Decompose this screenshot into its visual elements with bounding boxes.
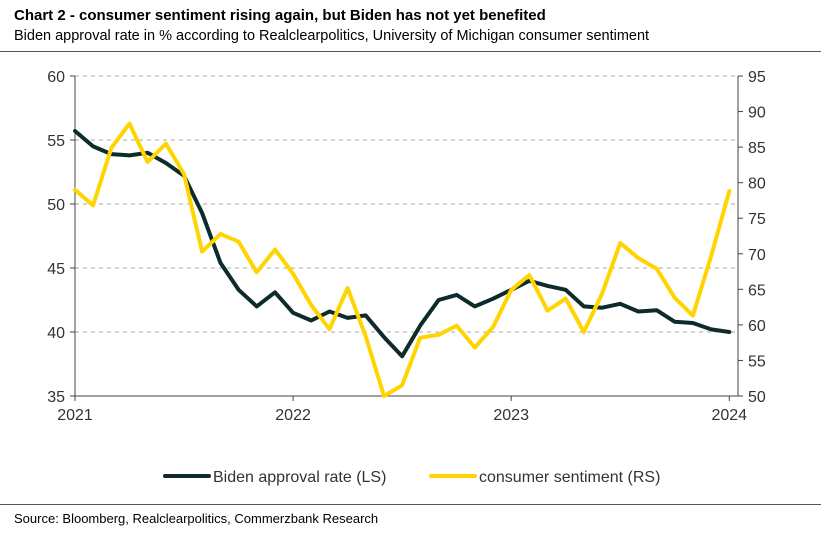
- legend-consumer-sentiment-label: consumer sentiment (RS): [479, 469, 660, 486]
- header-rule: [0, 51, 821, 52]
- x-tick-label: 2024: [711, 407, 747, 424]
- line-chart: 35 40 45 50 55 60 50 55 60 65 70 75 80 85 90 95 2021 2022…: [47, 69, 766, 486]
- right-tick-label: 60: [748, 318, 766, 335]
- right-tick-label: 90: [748, 105, 766, 122]
- left-tick-label: 55: [47, 133, 65, 150]
- x-tick-label: 2023: [493, 407, 529, 424]
- left-tick-label: 45: [47, 261, 65, 278]
- x-tick-label: 2021: [57, 407, 93, 424]
- right-tick-label: 50: [748, 389, 766, 406]
- footer-rule: [0, 504, 821, 505]
- left-tick-label: 35: [47, 389, 65, 406]
- left-tick-label: 60: [47, 69, 65, 86]
- right-tick-label: 55: [748, 353, 766, 370]
- chart-subtitle: Biden approval rate in % according to Re…: [14, 28, 650, 44]
- series-line-consumer-sentiment: [73, 121, 732, 398]
- source-note: Source: Bloomberg, Realclearpolitics, Co…: [14, 511, 379, 526]
- right-tick-label: 95: [748, 69, 766, 86]
- right-tick-label: 70: [748, 247, 766, 264]
- left-tick-label: 50: [47, 197, 65, 214]
- right-tick-label: 65: [748, 282, 766, 299]
- right-tick-label: 80: [748, 176, 766, 193]
- legend-biden-approval-label: Biden approval rate (LS): [213, 469, 386, 486]
- left-tick-label: 40: [47, 325, 65, 342]
- right-tick-label: 75: [748, 211, 766, 228]
- chart-title: Chart 2 - consumer sentiment rising agai…: [14, 7, 546, 24]
- right-tick-label: 85: [748, 140, 766, 157]
- x-tick-label: 2022: [275, 407, 311, 424]
- series-line-biden-approval: [73, 129, 732, 359]
